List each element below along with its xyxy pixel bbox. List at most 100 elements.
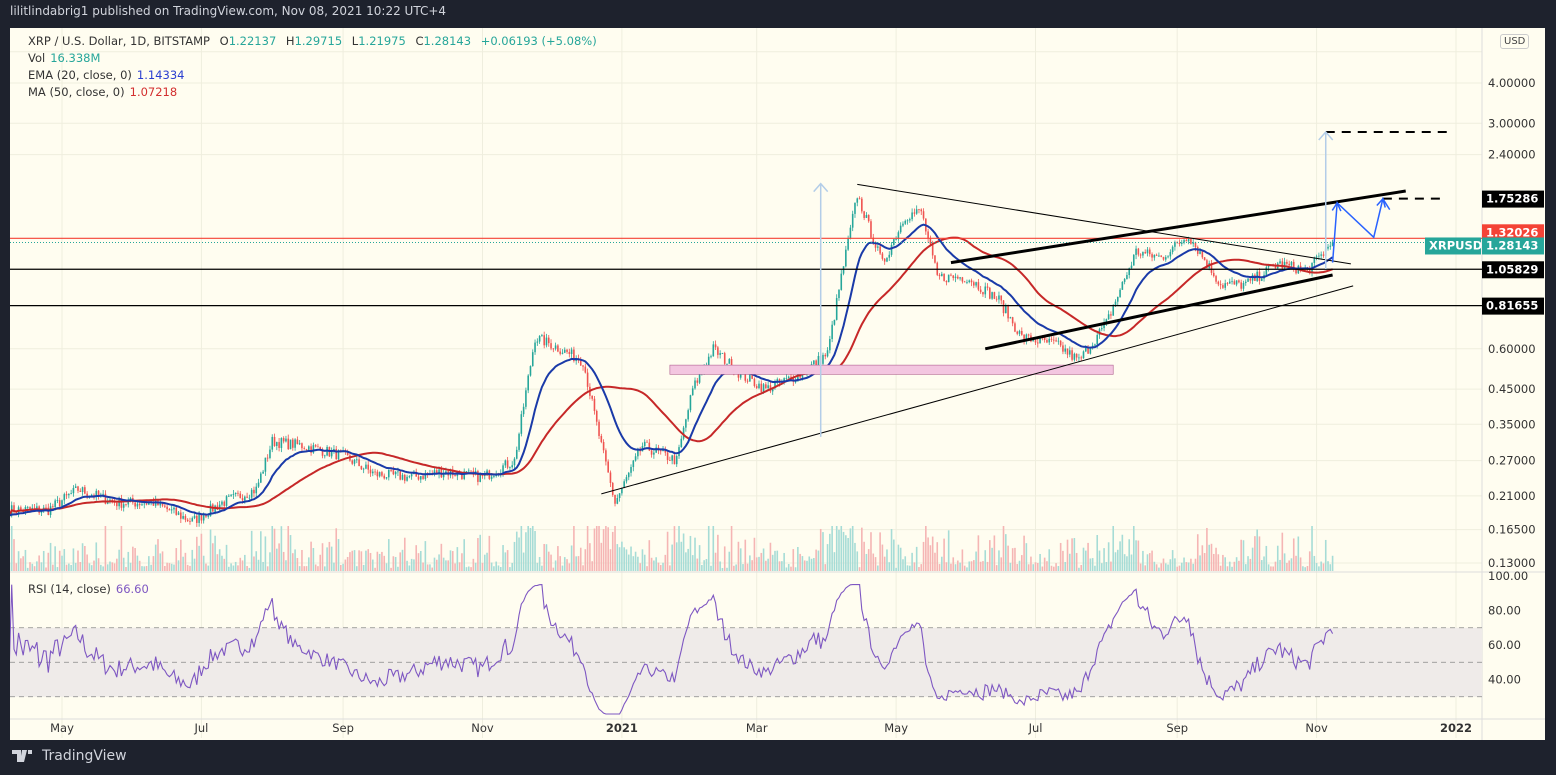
candle-body: [26, 507, 29, 508]
candle-body: [1295, 269, 1297, 274]
candle-body: [1082, 351, 1085, 359]
rsi-value: 66.60: [115, 582, 149, 596]
candle-body: [241, 498, 244, 501]
volume-bar: [1279, 559, 1281, 571]
volume-bar: [662, 562, 664, 571]
volume-bar: [88, 563, 91, 571]
candle-body: [758, 383, 760, 389]
volume-bar: [995, 565, 998, 571]
volume-bar: [397, 566, 399, 571]
candle-body: [854, 202, 856, 214]
volume-bar: [417, 553, 420, 571]
currency-button[interactable]: USD: [1500, 34, 1530, 49]
chart-panel[interactable]: 4.00000 3.00000 2.40000 0.60000 0.45000 0.350…: [10, 28, 1545, 740]
volume-legend[interactable]: Vol 16.338M: [28, 51, 100, 65]
candle-body: [1215, 276, 1217, 282]
volume-bar: [977, 535, 980, 571]
price-tag: [1482, 237, 1544, 255]
volume-bar: [742, 564, 744, 571]
trendline: [601, 285, 1354, 495]
volume-bar: [1023, 535, 1025, 571]
candle-body: [125, 504, 127, 506]
volume-bar: [387, 539, 390, 571]
candle-body: [755, 386, 758, 389]
candle-body: [623, 481, 625, 488]
volume-bar: [643, 554, 646, 571]
volume-bar: [376, 551, 379, 571]
candle-body: [371, 471, 374, 474]
candle-body: [509, 467, 511, 468]
price-tag-label: 1.05829: [1486, 262, 1538, 276]
volume-bar: [196, 536, 198, 571]
volume-bar: [70, 564, 72, 571]
volume-bar: [390, 567, 392, 571]
candle-body: [70, 493, 72, 495]
volume-bar: [979, 561, 982, 571]
volume-bar: [685, 552, 687, 571]
candle-body: [246, 496, 248, 498]
candle-body: [751, 374, 753, 379]
candle-body: [419, 476, 422, 480]
volume-bar: [1158, 567, 1160, 571]
volume-bar: [262, 561, 264, 571]
volume-bar: [705, 559, 708, 571]
candle-body: [305, 449, 308, 450]
candle-body: [824, 354, 827, 357]
volume-bar: [1011, 548, 1014, 571]
volume-bar: [10, 526, 13, 571]
candle-body: [511, 465, 513, 468]
candle-body: [1048, 338, 1051, 343]
rsi-legend[interactable]: RSI (14, close) 66.60: [28, 582, 149, 596]
candle-body: [1160, 255, 1163, 257]
volume-bar: [1217, 554, 1220, 571]
candle-body: [685, 419, 687, 428]
ema-legend[interactable]: EMA (20, close, 0) 1.14334: [28, 68, 184, 82]
volume-bar: [1126, 556, 1128, 571]
volume-bar: [781, 561, 783, 571]
ma-legend[interactable]: MA (50, close, 0) 1.07218: [28, 85, 177, 99]
candle-body: [957, 276, 959, 279]
candle-body: [81, 487, 84, 492]
volume-bar: [1142, 550, 1144, 571]
candle-body: [1059, 340, 1062, 346]
candle-body: [984, 286, 987, 295]
candle-body: [435, 470, 438, 475]
candle-body: [696, 380, 699, 383]
volume-bar: [719, 561, 721, 571]
price-tick-label: 0.35000: [1488, 417, 1536, 431]
candle-body: [899, 225, 902, 233]
candle-body: [909, 219, 911, 221]
candle-body: [317, 446, 319, 448]
symbol-tag: [1425, 237, 1481, 255]
candle-body: [333, 448, 335, 451]
volume-bar: [518, 537, 520, 571]
volume-bar: [545, 544, 548, 571]
candle-body: [63, 494, 66, 501]
chart-canvas[interactable]: 4.00000 3.00000 2.40000 0.60000 0.45000 0.350…: [10, 28, 1545, 740]
volume-bar: [671, 544, 673, 571]
candle-body: [1233, 281, 1236, 285]
candle-body: [1164, 257, 1167, 260]
vol-label: Vol: [28, 51, 46, 65]
candle-body: [1057, 340, 1060, 342]
volume-bar: [1283, 553, 1286, 571]
measure-arrow-head-icon: [1318, 130, 1334, 141]
volume-bar: [698, 545, 701, 571]
footer-brand[interactable]: TradingView: [12, 748, 127, 764]
volume-bar: [589, 543, 591, 571]
volume-bar: [1215, 547, 1217, 571]
volume-bar: [205, 563, 207, 571]
candle-body: [289, 439, 292, 450]
candle-body: [374, 471, 376, 473]
candle-body: [463, 471, 466, 479]
candle-body: [65, 494, 68, 496]
candle-body: [765, 384, 767, 389]
volume-bar: [308, 557, 310, 571]
candle-body: [650, 450, 653, 455]
volume-bar: [248, 567, 251, 571]
candle-body: [790, 376, 792, 378]
volume-bar: [191, 549, 194, 571]
volume-bar: [1039, 553, 1041, 571]
candle-body: [712, 344, 715, 357]
volume-bar: [264, 536, 267, 571]
